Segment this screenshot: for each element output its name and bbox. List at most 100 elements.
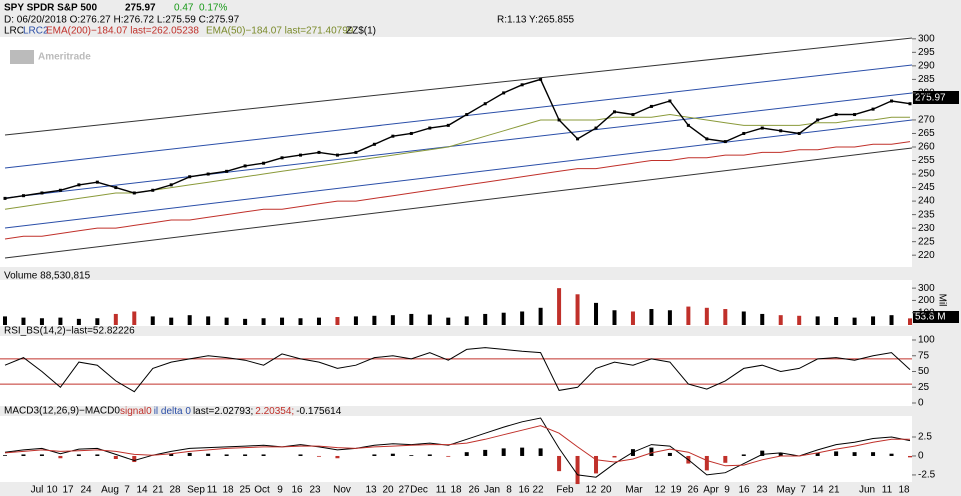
macd-delta-bar xyxy=(58,455,63,459)
x-tick-label: 8 xyxy=(506,485,512,496)
price-point xyxy=(151,188,155,192)
y-tick-label: 280 xyxy=(918,88,935,99)
rsi-panel xyxy=(0,336,912,406)
macd-delta-bar xyxy=(649,447,654,456)
macd-delta-bar xyxy=(261,454,266,456)
x-tick-label: Jul xyxy=(31,485,44,496)
macd-delta-bar xyxy=(741,454,746,456)
volume-bar xyxy=(316,317,321,325)
x-tick-label: 20 xyxy=(382,485,394,496)
macd-title-part: signal0 il delta 0 last=2.02793; 2.20354; -0… xyxy=(120,406,342,417)
price-point xyxy=(483,102,487,106)
macd-delta-bar xyxy=(39,454,44,456)
macd-delta-bar xyxy=(243,454,248,456)
y-tick-label: 290 xyxy=(918,61,935,72)
macd-delta-bar xyxy=(723,455,728,463)
price-panel xyxy=(0,37,912,267)
y-tick-label: 225 xyxy=(918,236,935,247)
price-point xyxy=(3,196,7,200)
x-tick-label: May xyxy=(777,485,796,496)
macd-delta-bar xyxy=(667,452,672,456)
volume-bar xyxy=(298,318,303,325)
x-tick-label: Jan xyxy=(484,485,500,496)
y-tick-label: 50 xyxy=(918,366,930,377)
macd-delta-bar xyxy=(206,453,211,456)
macd-delta-bar xyxy=(704,455,709,471)
y-tick-label: 270 xyxy=(918,115,935,126)
macd-delta-bar xyxy=(76,454,81,456)
volume-bar xyxy=(372,315,377,325)
x-tick-label: 21 xyxy=(828,485,840,496)
volume-bar xyxy=(353,316,358,325)
x-tick-label: 23 xyxy=(309,485,321,496)
price-point xyxy=(853,113,857,117)
price: 275.97 xyxy=(125,3,156,14)
macd-delta-bar xyxy=(557,455,562,472)
x-tick-label: Dec xyxy=(410,485,428,496)
price-point xyxy=(502,91,506,95)
price-point xyxy=(908,102,912,106)
macd-delta-bar xyxy=(446,455,451,457)
price-point xyxy=(40,191,44,195)
volume-bar xyxy=(483,313,488,325)
macd-delta-bar xyxy=(889,453,894,456)
macd-delta-bar xyxy=(132,455,137,463)
volume-bar xyxy=(21,317,26,325)
price-point xyxy=(760,126,764,130)
x-tick-label: 11 xyxy=(436,485,447,496)
y-tick-label: 100 xyxy=(918,335,935,346)
macd-delta-bar xyxy=(612,455,617,458)
watermark: Ameritrade xyxy=(38,52,91,63)
price-point xyxy=(797,131,801,135)
channel-lines xyxy=(4,37,913,259)
x-tick-label: 22 xyxy=(532,485,544,496)
volume-panel xyxy=(0,280,912,326)
volume-bar xyxy=(76,318,81,325)
price-point xyxy=(612,110,616,114)
x-tick-label: Feb xyxy=(556,485,574,496)
macd-delta-bar xyxy=(21,454,26,456)
price-point xyxy=(169,183,173,187)
volume-bar xyxy=(464,316,469,325)
volume-last: 53.8 M xyxy=(915,312,946,323)
price-point xyxy=(890,99,894,103)
rsi-title: RSI_BS(14,2)−last=52.82226 xyxy=(4,326,135,337)
price-point xyxy=(188,175,192,179)
x-tick-label: Nov xyxy=(333,485,351,496)
y-tick-label: 240 xyxy=(918,196,935,207)
change-pct: 0.17% xyxy=(199,3,227,14)
macd-delta-bar xyxy=(113,455,118,459)
volume-bar xyxy=(852,317,857,325)
volume-bar xyxy=(520,311,525,325)
volume-bar xyxy=(427,314,432,325)
price-point xyxy=(723,140,727,144)
study: LRC2 xyxy=(23,26,49,37)
price-point xyxy=(668,99,672,103)
macd-delta-bar xyxy=(871,452,876,456)
volume-bar xyxy=(187,315,192,325)
last-price: 275.97 xyxy=(915,93,946,104)
x-tick-label: 9 xyxy=(724,485,730,496)
x-tick-label: 9 xyxy=(277,485,283,496)
macd-title-part: last=2.02793; xyxy=(193,406,253,417)
info2: R:1.13 Y:265.855 xyxy=(497,15,575,26)
study: ZZ$(1) xyxy=(346,26,376,37)
volume-bar xyxy=(612,310,617,325)
x-tick-label: 11 xyxy=(207,485,218,496)
x-tick-label: 18 xyxy=(450,485,462,496)
x-tick-label: 17 xyxy=(62,485,74,496)
price-point xyxy=(816,118,820,122)
macd-delta-bar xyxy=(760,450,765,456)
macd-delta-bar xyxy=(520,447,525,456)
macd-title-part: signal0 xyxy=(120,406,152,417)
volume-bar xyxy=(95,318,100,325)
x-tick-label: 18 xyxy=(222,485,234,496)
volume-bar xyxy=(501,312,506,325)
y-tick-label: 265 xyxy=(918,128,935,139)
price-line xyxy=(4,78,911,200)
volume-bar xyxy=(113,313,118,325)
volume-bar xyxy=(723,309,728,325)
volume-bar xyxy=(760,313,765,325)
macd-delta-bar xyxy=(390,453,395,456)
